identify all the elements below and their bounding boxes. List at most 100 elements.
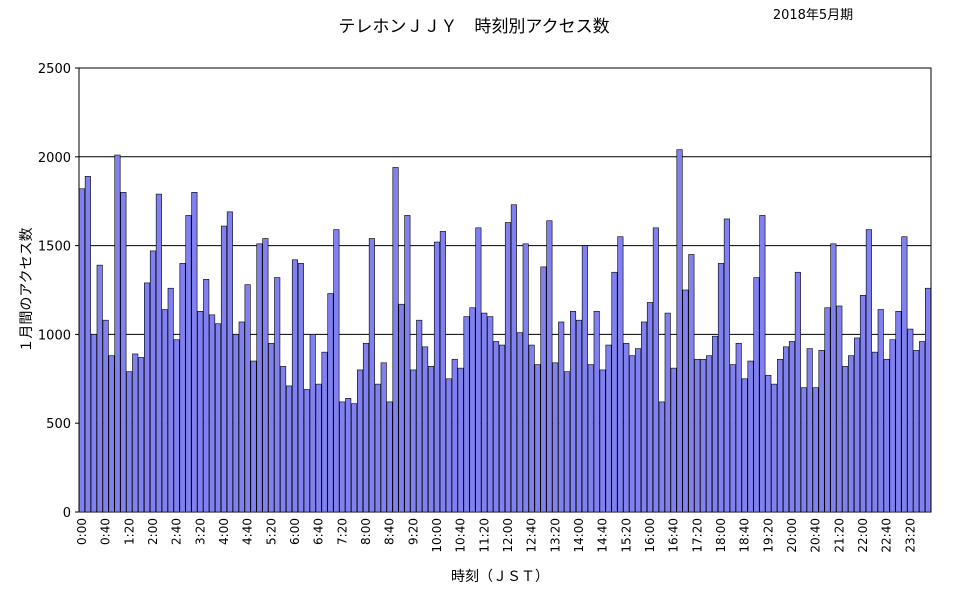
x-tick-label: 15:20 bbox=[619, 518, 633, 553]
x-axis-label: 時刻（ＪＳＴ） bbox=[451, 569, 549, 585]
bar bbox=[368, 238, 375, 513]
bar bbox=[439, 231, 446, 513]
bar bbox=[682, 289, 689, 513]
bar bbox=[895, 311, 902, 513]
bar bbox=[463, 316, 470, 513]
bar bbox=[652, 227, 659, 513]
x-tick-label: 21:20 bbox=[832, 518, 846, 553]
x-tick-label: 2:40 bbox=[170, 518, 184, 545]
bar bbox=[149, 250, 156, 513]
bar bbox=[185, 215, 192, 513]
bar bbox=[646, 302, 653, 513]
y-axis-label: １月間のアクセス数 bbox=[19, 227, 35, 352]
bar bbox=[564, 371, 571, 513]
chart-title: テレホンＪＪＹ 時刻別アクセス数 bbox=[338, 17, 609, 37]
bar bbox=[345, 398, 352, 513]
bar bbox=[729, 364, 736, 513]
bar bbox=[315, 383, 322, 513]
bars bbox=[78, 149, 932, 513]
bar bbox=[374, 383, 381, 513]
x-tick-label: 0:00 bbox=[75, 518, 89, 545]
bar bbox=[605, 344, 612, 513]
bar bbox=[765, 374, 772, 513]
bar bbox=[250, 360, 257, 513]
bar bbox=[286, 385, 293, 513]
bar bbox=[475, 227, 482, 513]
bar bbox=[783, 346, 790, 513]
bar bbox=[339, 401, 346, 513]
x-tick-label: 20:00 bbox=[785, 518, 799, 553]
y-tick-label: 500 bbox=[46, 417, 71, 432]
period-label: 2018年5月期 bbox=[773, 8, 853, 23]
bar bbox=[351, 403, 358, 513]
bar bbox=[593, 311, 600, 513]
bar bbox=[126, 371, 133, 513]
bar bbox=[380, 362, 387, 513]
bar bbox=[291, 259, 298, 513]
bar bbox=[759, 215, 766, 513]
x-tick-label: 3:20 bbox=[193, 518, 207, 545]
bar bbox=[398, 303, 405, 513]
bar bbox=[173, 339, 180, 513]
bar bbox=[321, 351, 328, 513]
bar bbox=[806, 348, 813, 513]
bar bbox=[830, 243, 837, 513]
bar bbox=[132, 353, 139, 513]
x-tick-label: 19:20 bbox=[761, 518, 775, 553]
bar bbox=[274, 277, 281, 513]
bar bbox=[167, 287, 174, 513]
bar bbox=[262, 238, 269, 513]
bar bbox=[522, 243, 529, 513]
x-tick-label: 8:40 bbox=[383, 518, 397, 545]
x-tick-label: 16:40 bbox=[667, 518, 681, 553]
bar bbox=[552, 362, 559, 513]
x-tick-label: 10:40 bbox=[454, 518, 468, 553]
x-tick-label: 12:00 bbox=[501, 518, 515, 553]
bar bbox=[753, 277, 760, 513]
y-tick-label: 2500 bbox=[38, 62, 71, 77]
bar bbox=[428, 366, 435, 513]
bar bbox=[333, 229, 340, 513]
bar bbox=[155, 193, 162, 513]
bar bbox=[481, 312, 488, 513]
bar bbox=[161, 309, 168, 513]
x-tick-label: 12:40 bbox=[525, 518, 539, 553]
bar bbox=[215, 323, 222, 513]
bar bbox=[392, 167, 399, 513]
bar bbox=[268, 342, 275, 513]
bar bbox=[794, 271, 801, 513]
bar bbox=[327, 293, 334, 513]
bar bbox=[871, 351, 878, 513]
x-tick-label: 22:40 bbox=[880, 518, 894, 553]
bar bbox=[469, 307, 476, 513]
bar bbox=[451, 358, 458, 513]
bar bbox=[433, 241, 440, 513]
x-tick-label: 10:00 bbox=[430, 518, 444, 553]
bar bbox=[788, 341, 795, 513]
bar bbox=[741, 378, 748, 513]
bar bbox=[114, 154, 121, 513]
bar bbox=[842, 366, 849, 513]
bar bbox=[546, 220, 553, 513]
bar bbox=[694, 358, 701, 513]
bar bbox=[78, 188, 85, 513]
bar bbox=[599, 369, 606, 513]
bar bbox=[629, 355, 636, 513]
x-tick-label: 14:40 bbox=[596, 518, 610, 553]
bar bbox=[865, 229, 872, 513]
bar bbox=[108, 355, 115, 513]
bar bbox=[487, 316, 494, 513]
x-tick-label: 0:40 bbox=[99, 518, 113, 545]
bar bbox=[706, 355, 713, 513]
x-tick-label: 13:20 bbox=[548, 518, 562, 553]
bar bbox=[818, 350, 825, 513]
bar bbox=[209, 314, 216, 513]
y-tick-label: 1000 bbox=[38, 328, 71, 343]
bar bbox=[493, 341, 500, 513]
bar bbox=[226, 211, 233, 513]
x-tick-label: 23:20 bbox=[903, 518, 917, 553]
x-tick-label: 4:40 bbox=[241, 518, 255, 545]
x-tick-label: 1:20 bbox=[122, 518, 136, 545]
bar bbox=[309, 334, 316, 513]
